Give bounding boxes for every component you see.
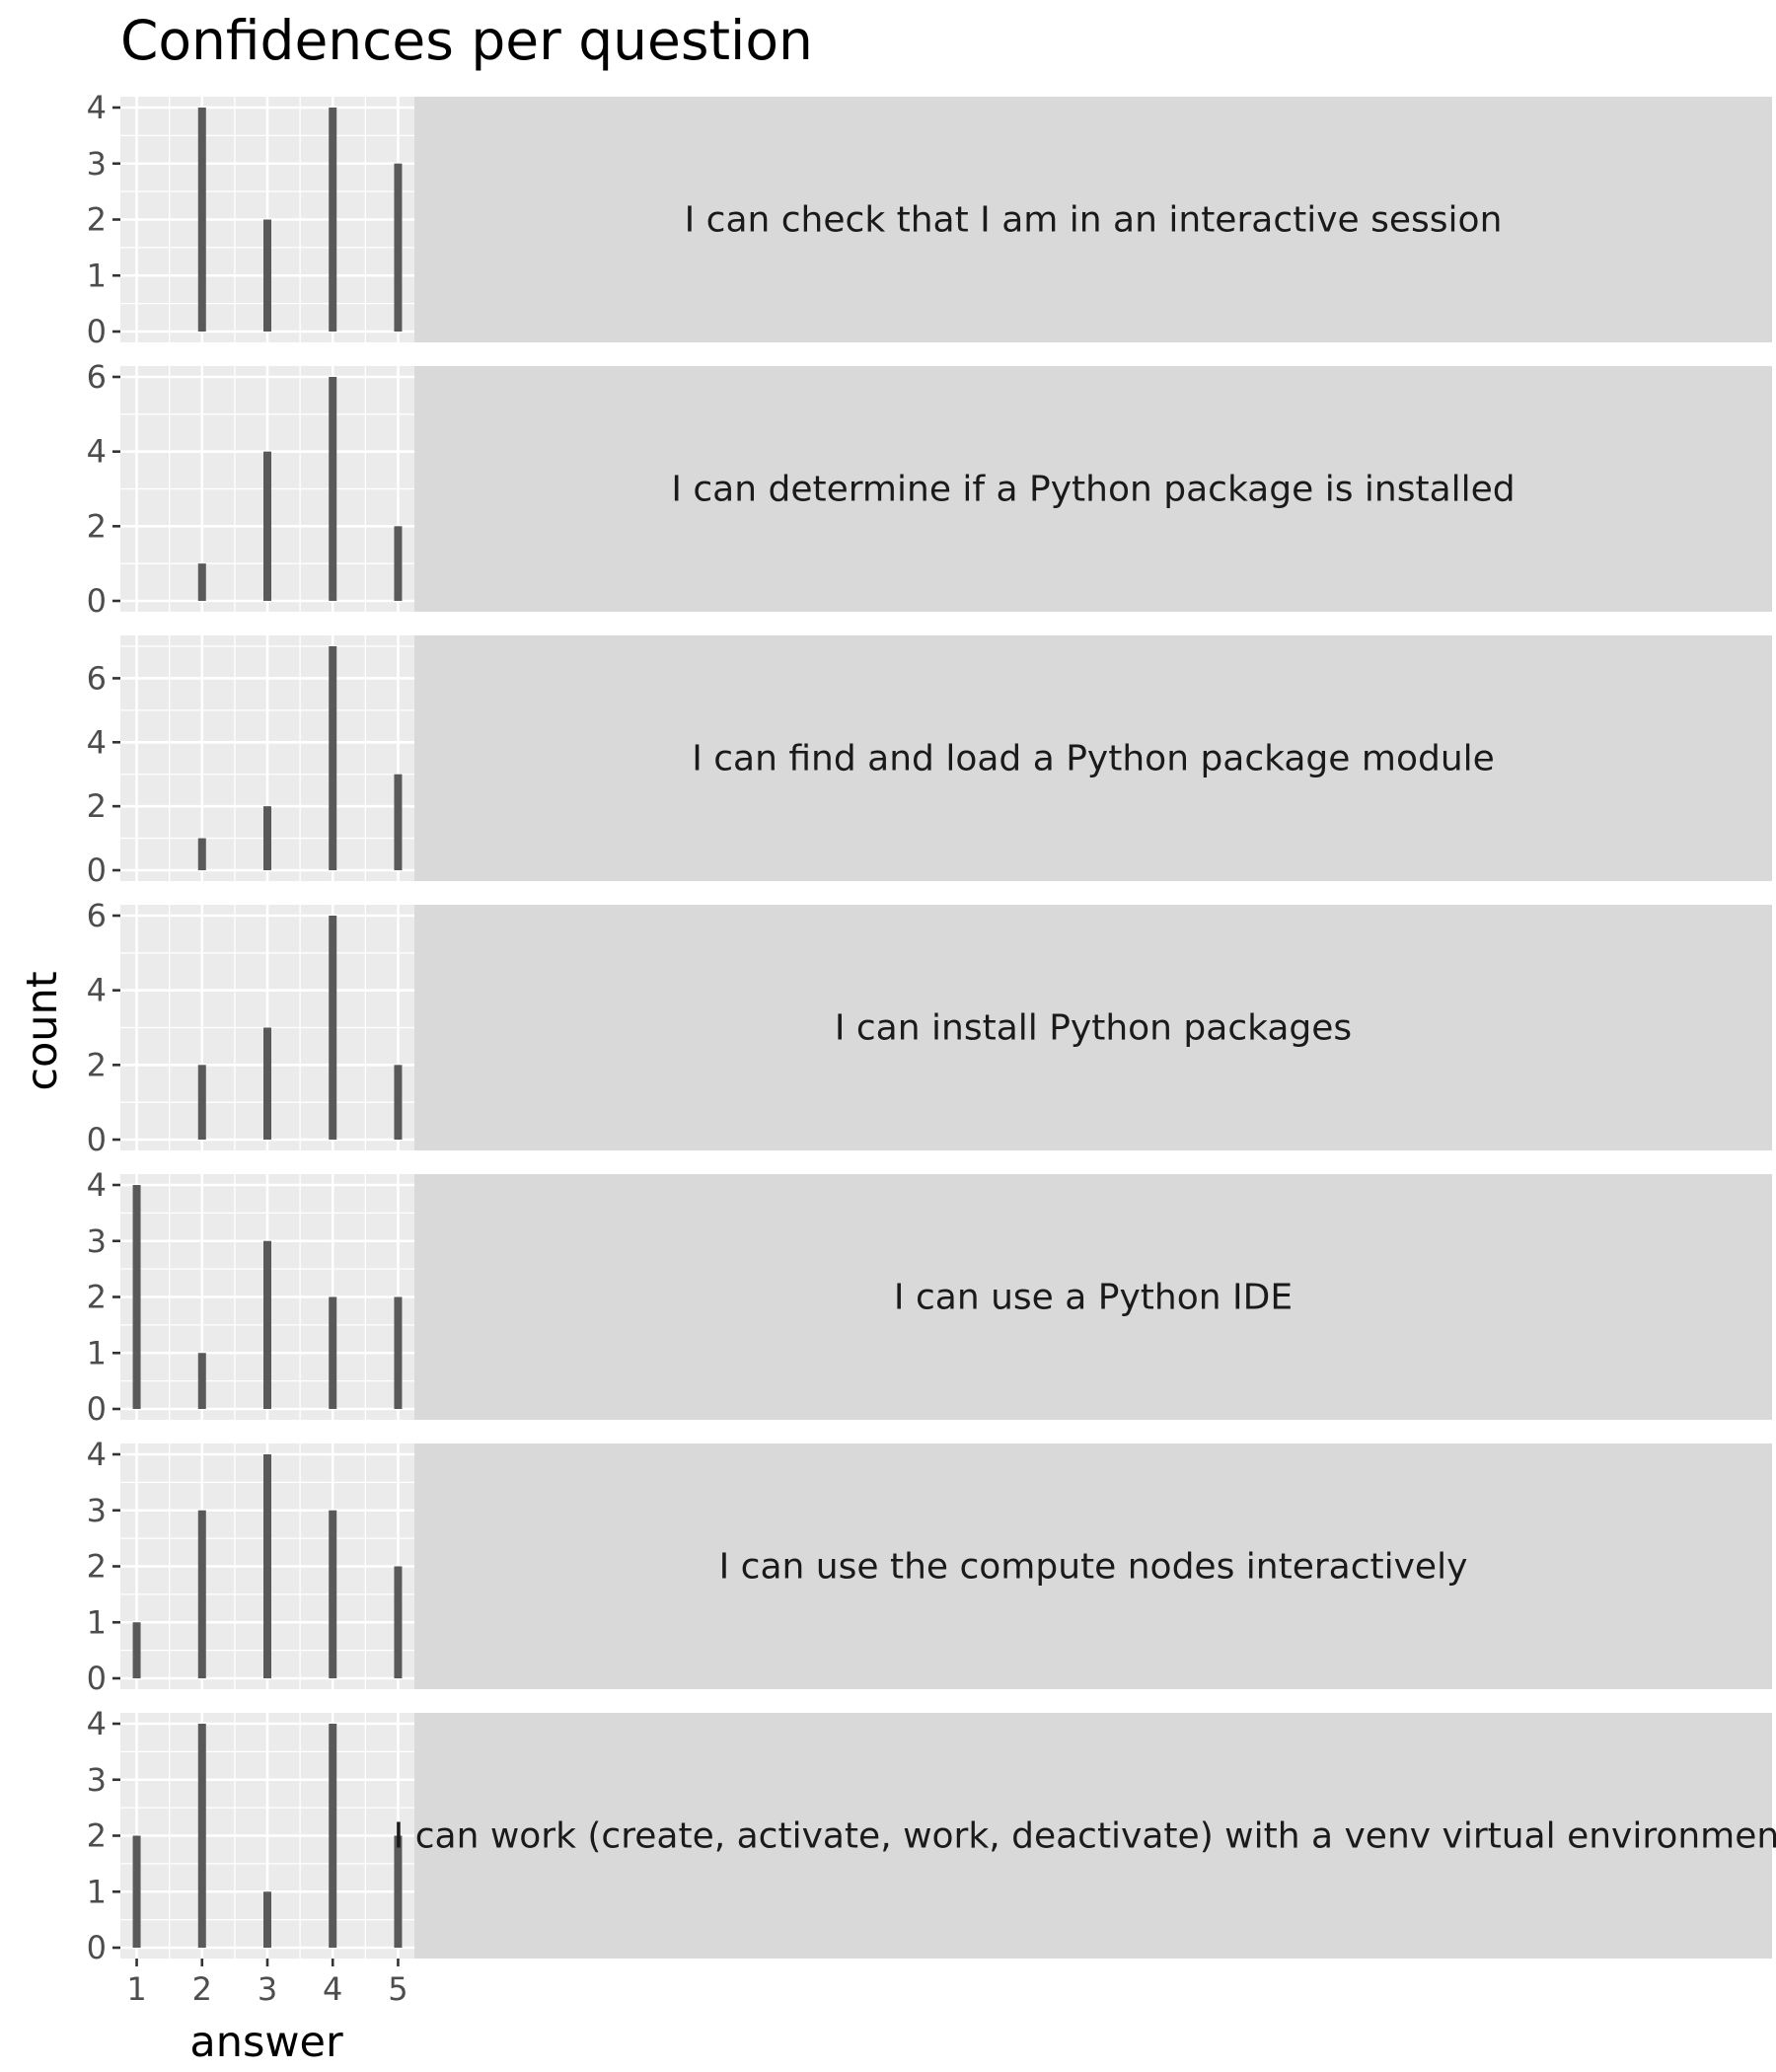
facet-1: 0 1 2 3 4 I can check that I am in an interac…	[87, 89, 1772, 350]
y-tick-label: 1	[87, 1603, 107, 1641]
facet-strip-label: I can install Python packages	[835, 1008, 1352, 1049]
facet-strip-label: I can use the compute nodes interactivel…	[719, 1547, 1468, 1588]
y-tick-label: 2	[87, 507, 107, 545]
x-tick-label: 1	[126, 1970, 146, 2008]
bar-answer-4	[329, 1724, 337, 1948]
y-tick-label: 0	[87, 1660, 107, 1697]
bar-answer-5	[394, 1566, 403, 1678]
bar-answer-4	[329, 377, 337, 601]
facet-6: 0 1 2 3 4 I can use the compute nodes interac…	[87, 1436, 1772, 1697]
facet-3: 0 2 4 6 I can find and load a Python package…	[87, 635, 1772, 889]
x-tick-label: 2	[192, 1970, 212, 2008]
bar-answer-3	[263, 1240, 271, 1409]
facet-strip	[414, 97, 1772, 342]
y-tick-label: 0	[87, 1929, 107, 1966]
facet-strip	[414, 905, 1772, 1150]
bar-answer-5	[394, 774, 403, 870]
facet-strip-label: I can use a Python IDE	[894, 1278, 1293, 1318]
bar-answer-1	[132, 1835, 141, 1948]
y-tick-label: 1	[87, 1334, 107, 1371]
bar-answer-5	[394, 1065, 403, 1140]
facet-strip-label: I can work (create, activate, work, deac…	[394, 1816, 1776, 1857]
bar-answer-2	[197, 1353, 206, 1409]
x-axis: 1 2 3 4 5	[126, 1959, 408, 2008]
y-tick-label: 3	[87, 145, 107, 183]
bar-answer-5	[394, 526, 403, 601]
bar-answer-5	[394, 1296, 403, 1409]
y-tick-label: 4	[87, 723, 107, 761]
y-tick-label: 2	[87, 1817, 107, 1855]
y-tick-label: 3	[87, 1492, 107, 1529]
y-tick-label: 4	[87, 1705, 107, 1742]
x-axis-title: answer	[189, 2018, 343, 2067]
bar-answer-3	[263, 806, 271, 870]
y-tick-label: 2	[87, 787, 107, 825]
facet-strip-label: I can determine if a Python package is i…	[671, 470, 1515, 510]
bar-answer-3	[263, 219, 271, 332]
y-tick-label: 0	[87, 1390, 107, 1428]
facet-5: 0 1 2 3 4 I can use a Python IDE	[87, 1166, 1772, 1428]
bar-answer-2	[197, 1724, 206, 1948]
bar-answer-4	[329, 1510, 337, 1678]
y-axis-title: count	[18, 971, 67, 1090]
bar-answer-2	[197, 1065, 206, 1140]
bar-answer-5	[394, 1835, 403, 1948]
facets: 0 1 2 3 4 I can check that I am in an interac…	[87, 89, 1776, 1966]
y-tick-label: 6	[87, 358, 107, 396]
y-tick-label: 3	[87, 1761, 107, 1799]
bar-answer-3	[263, 1027, 271, 1140]
facet-7: 0 1 2 3 4 I can work (create, activate, work,…	[87, 1705, 1776, 1966]
x-tick-label: 4	[323, 1970, 342, 2008]
y-tick-label: 4	[87, 89, 107, 126]
y-tick-label: 4	[87, 1436, 107, 1473]
y-tick-label: 0	[87, 851, 107, 889]
bar-answer-4	[329, 916, 337, 1140]
x-tick-label: 3	[258, 1970, 277, 2008]
y-tick-label: 0	[87, 582, 107, 620]
facet-strip-label: I can check that I am in an interactive …	[685, 200, 1503, 241]
bar-answer-4	[329, 108, 337, 332]
bar-answer-2	[197, 838, 206, 870]
bar-answer-3	[263, 451, 271, 601]
bar-answer-4	[329, 1296, 337, 1409]
facet-strip-label: I can find and load a Python package mod…	[692, 739, 1495, 779]
y-tick-label: 4	[87, 433, 107, 471]
x-tick-label: 5	[388, 1970, 407, 2008]
y-tick-label: 2	[87, 1279, 107, 1316]
y-tick-label: 2	[87, 1548, 107, 1586]
y-tick-label: 6	[87, 659, 107, 697]
bar-answer-2	[197, 1510, 206, 1678]
y-tick-label: 2	[87, 1046, 107, 1083]
facet-strip	[414, 1443, 1772, 1689]
bar-answer-3	[263, 1891, 271, 1948]
facet-strip	[414, 635, 1772, 881]
facet-strip	[414, 366, 1772, 612]
y-tick-label: 4	[87, 972, 107, 1009]
bar-answer-1	[132, 1622, 141, 1678]
facet-2: 0 2 4 6 I can determine if a Python package …	[87, 358, 1772, 620]
facet-strip	[414, 1713, 1772, 1959]
bar-answer-4	[329, 646, 337, 870]
y-tick-label: 4	[87, 1166, 107, 1204]
y-tick-label: 3	[87, 1222, 107, 1260]
y-tick-label: 0	[87, 313, 107, 350]
y-tick-label: 2	[87, 201, 107, 239]
chart-title: Confidences per question	[120, 9, 813, 72]
y-tick-label: 1	[87, 257, 107, 294]
y-tick-label: 1	[87, 1873, 107, 1910]
bar-answer-2	[197, 563, 206, 601]
y-tick-label: 0	[87, 1121, 107, 1158]
bar-answer-1	[132, 1185, 141, 1409]
facet-strip	[414, 1174, 1772, 1420]
y-tick-label: 6	[87, 897, 107, 934]
facet-4: 0 2 4 6 I can install Python packages	[87, 897, 1772, 1158]
bar-answer-3	[263, 1454, 271, 1678]
bar-answer-2	[197, 108, 206, 332]
bar-answer-5	[394, 163, 403, 332]
